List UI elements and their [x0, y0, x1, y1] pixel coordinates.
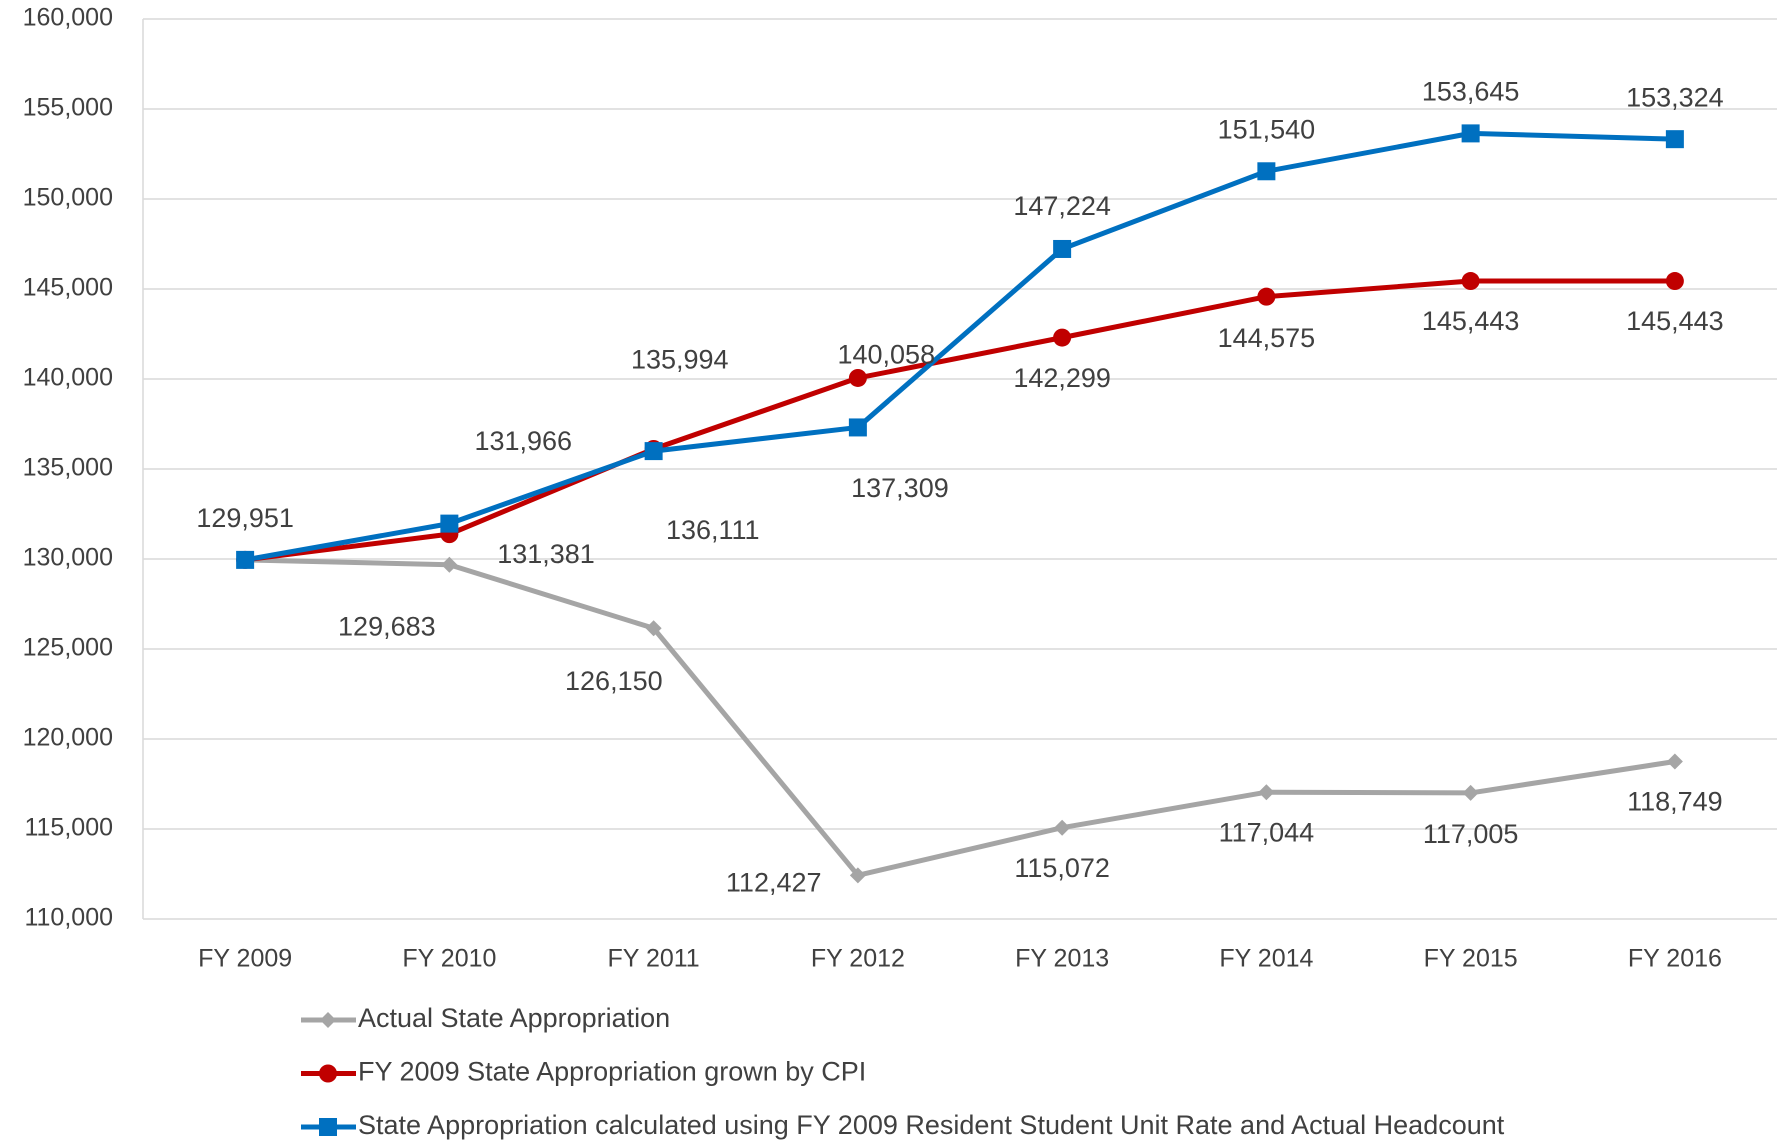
y-tick-label: 130,000: [23, 544, 113, 572]
data-label: 131,966: [474, 426, 572, 456]
point-marker: [848, 418, 867, 437]
data-label: 144,575: [1218, 323, 1316, 353]
data-label: 153,645: [1422, 77, 1520, 107]
point-marker: [236, 550, 255, 569]
data-label: 135,994: [631, 344, 729, 374]
series-line: [245, 557, 1676, 878]
data-label: 129,951: [196, 503, 294, 533]
data-label: 112,427: [726, 868, 822, 898]
x-tick-label: FY 2009: [198, 945, 292, 973]
y-tick-label: 160,000: [23, 4, 113, 32]
y-tick-label: 125,000: [23, 634, 113, 662]
point-marker: [1462, 784, 1479, 801]
data-label: 145,443: [1422, 306, 1520, 336]
x-tick-label: FY 2016: [1628, 945, 1722, 973]
series-line: [244, 278, 1675, 563]
x-tick-label: FY 2012: [811, 945, 905, 973]
data-label: 145,443: [1626, 306, 1724, 336]
legend-marker: [319, 1064, 337, 1083]
point-marker: [644, 442, 663, 461]
y-tick-label: 155,000: [23, 94, 113, 122]
point-marker: [1257, 162, 1276, 181]
data-label: 118,749: [1627, 787, 1723, 817]
point-marker: [1054, 819, 1071, 836]
point-marker: [849, 867, 866, 884]
data-label: 153,324: [1626, 82, 1724, 112]
y-tick-label: 150,000: [23, 184, 113, 212]
data-label: 136,111: [666, 515, 760, 545]
legend-marker: [320, 1012, 336, 1028]
y-tick-label: 115,000: [24, 814, 113, 842]
x-tick-label: FY 2015: [1424, 945, 1518, 973]
data-label: 117,005: [1423, 819, 1519, 849]
x-tick-label: FY 2013: [1015, 945, 1109, 973]
series-line: [244, 130, 1675, 563]
data-label: 131,381: [497, 539, 595, 569]
data-label: 115,072: [1014, 853, 1110, 883]
data-label: 129,683: [338, 612, 436, 642]
point-marker: [440, 514, 459, 533]
data-label: 147,224: [1013, 191, 1111, 221]
point-marker: [1665, 130, 1684, 149]
legend-marker: [319, 1118, 337, 1136]
point-marker: [1665, 272, 1684, 291]
y-tick-label: 110,000: [24, 904, 113, 932]
legend-label: State Appropriation calculated using FY …: [358, 1110, 1505, 1140]
data-label: 151,540: [1218, 115, 1316, 145]
x-tick-label: FY 2011: [608, 945, 700, 973]
data-label: 117,044: [1219, 817, 1315, 847]
x-tick-label: FY 2014: [1219, 945, 1313, 973]
data-label: 137,309: [851, 473, 949, 503]
point-marker: [1666, 753, 1683, 770]
point-marker: [1053, 239, 1072, 258]
point-marker: [1053, 328, 1072, 347]
legend-label: Actual State Appropriation: [358, 1003, 670, 1033]
data-label: 126,150: [565, 666, 663, 696]
point-marker: [1461, 124, 1480, 143]
x-tick-label: FY 2010: [402, 945, 496, 973]
y-tick-label: 135,000: [23, 454, 113, 482]
point-marker: [1258, 784, 1275, 801]
y-tick-label: 120,000: [23, 724, 113, 752]
data-label: 142,299: [1013, 363, 1111, 393]
point-marker: [848, 368, 867, 387]
point-marker: [645, 620, 662, 637]
data-label: 140,058: [837, 339, 935, 369]
point-marker: [441, 556, 458, 573]
y-tick-label: 140,000: [23, 364, 113, 392]
y-tick-label: 145,000: [23, 274, 113, 302]
legend-label: FY 2009 State Appropriation grown by CPI: [358, 1057, 866, 1087]
point-marker: [1461, 272, 1480, 291]
point-marker: [1257, 287, 1276, 306]
